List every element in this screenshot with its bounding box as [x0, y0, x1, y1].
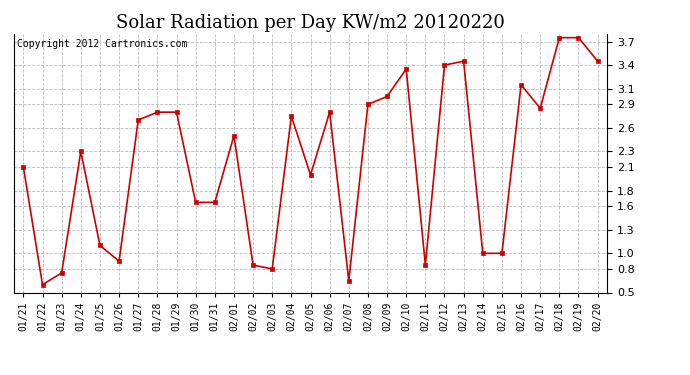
Title: Solar Radiation per Day KW/m2 20120220: Solar Radiation per Day KW/m2 20120220 — [116, 14, 505, 32]
Text: Copyright 2012 Cartronics.com: Copyright 2012 Cartronics.com — [17, 39, 187, 49]
